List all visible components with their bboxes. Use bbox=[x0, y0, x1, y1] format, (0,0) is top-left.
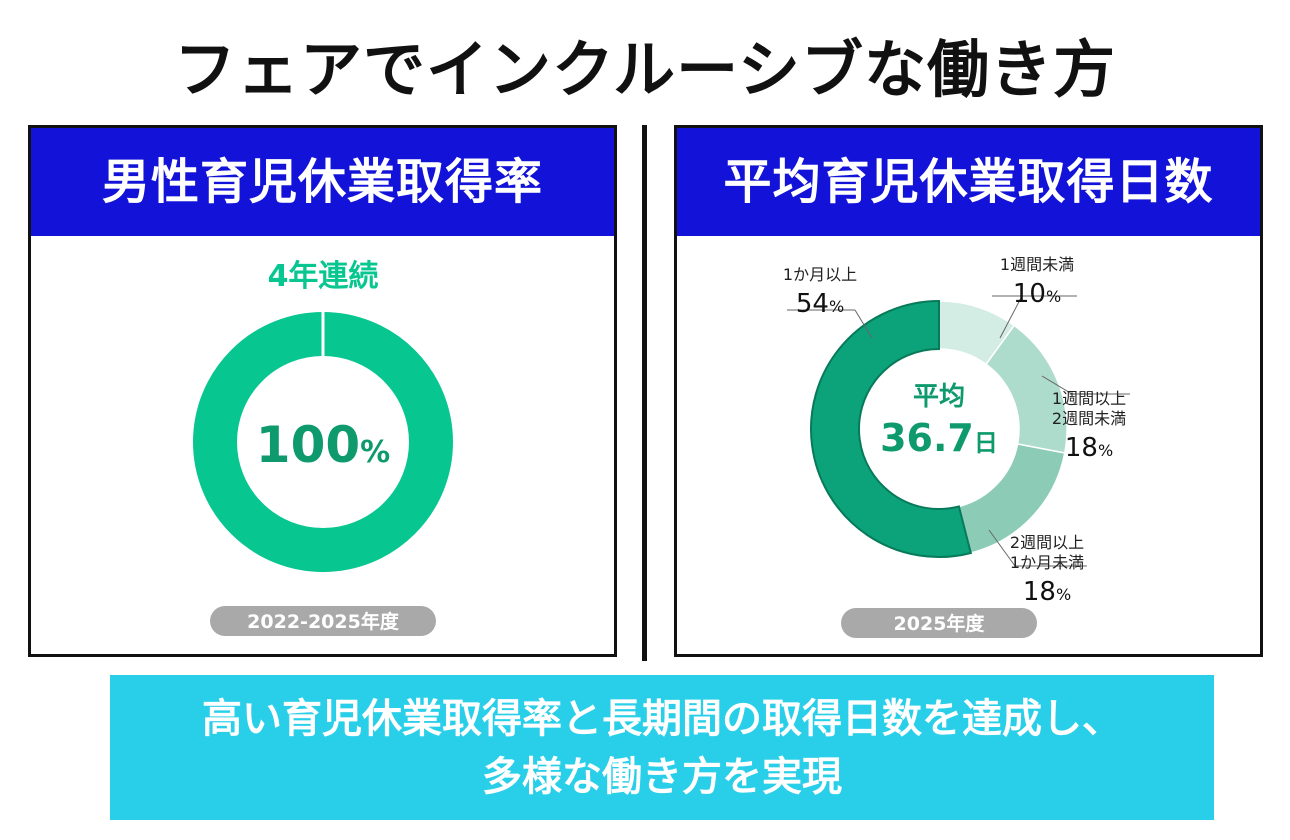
period-pill bbox=[841, 608, 1037, 638]
summary-banner: 高い育児休業取得率と長期間の取得日数を達成し、 多様な働き方を実現 bbox=[110, 675, 1214, 820]
banner-line-2: 多様な働き方を実現 bbox=[482, 754, 842, 800]
leader-line-2 bbox=[988, 529, 1016, 567]
slice-label-2-0: 2週間以上 bbox=[1010, 533, 1084, 552]
slice-label-0-0: 1週間未満 bbox=[1000, 255, 1074, 274]
center-average-value: 36.7日 bbox=[880, 416, 998, 460]
center-percentage: 100% bbox=[256, 416, 390, 474]
consecutive-years-annotation: 4年連続 bbox=[268, 259, 379, 294]
leader-line-0 bbox=[999, 295, 1023, 339]
banner-line-1: 高い育児休業取得率と長期間の取得日数を達成し、 bbox=[202, 696, 1122, 742]
paternity-leave-rate-panel: 男性育児休業取得率 4年連続 100% 2022-2025年度 bbox=[28, 125, 617, 657]
slice-value-2: 18% bbox=[1023, 577, 1071, 607]
leader-line-1 bbox=[1041, 375, 1073, 395]
slice-label-1-0: 1週間以上 bbox=[1052, 389, 1126, 408]
slice-label-2-1: 1か月未満 bbox=[1010, 553, 1084, 572]
page-title: フェアでインクルーシブな働き方 bbox=[174, 33, 1116, 106]
period-pill bbox=[210, 606, 436, 636]
slice-value-0: 10% bbox=[1013, 279, 1061, 309]
period-label: 2022-2025年度 bbox=[247, 610, 400, 633]
donut-slice-3 bbox=[810, 299, 973, 558]
panel-title-right: 平均育児休業取得日数 bbox=[677, 128, 1260, 236]
slice-value-1: 18% bbox=[1065, 433, 1113, 463]
center-label: 平均 bbox=[913, 382, 965, 412]
slice-label-3-0: 1か月以上 bbox=[783, 265, 857, 284]
slice-label-1-1: 2週間未満 bbox=[1052, 409, 1126, 428]
average-leave-days-panel: 平均育児休業取得日数 平均 36.7日 1週間未満 10% 1週間以上 2週間未満 18% 2… bbox=[674, 125, 1263, 657]
leader-line-3 bbox=[854, 309, 873, 339]
leave-rate-donut-chart: 4年連続 100% 2022-2025年度 bbox=[193, 259, 453, 636]
slice-value-3: 54% bbox=[796, 289, 844, 319]
panel-title-left: 男性育児休業取得率 bbox=[31, 128, 614, 236]
panel-divider bbox=[642, 125, 647, 661]
period-label: 2025年度 bbox=[894, 612, 986, 635]
